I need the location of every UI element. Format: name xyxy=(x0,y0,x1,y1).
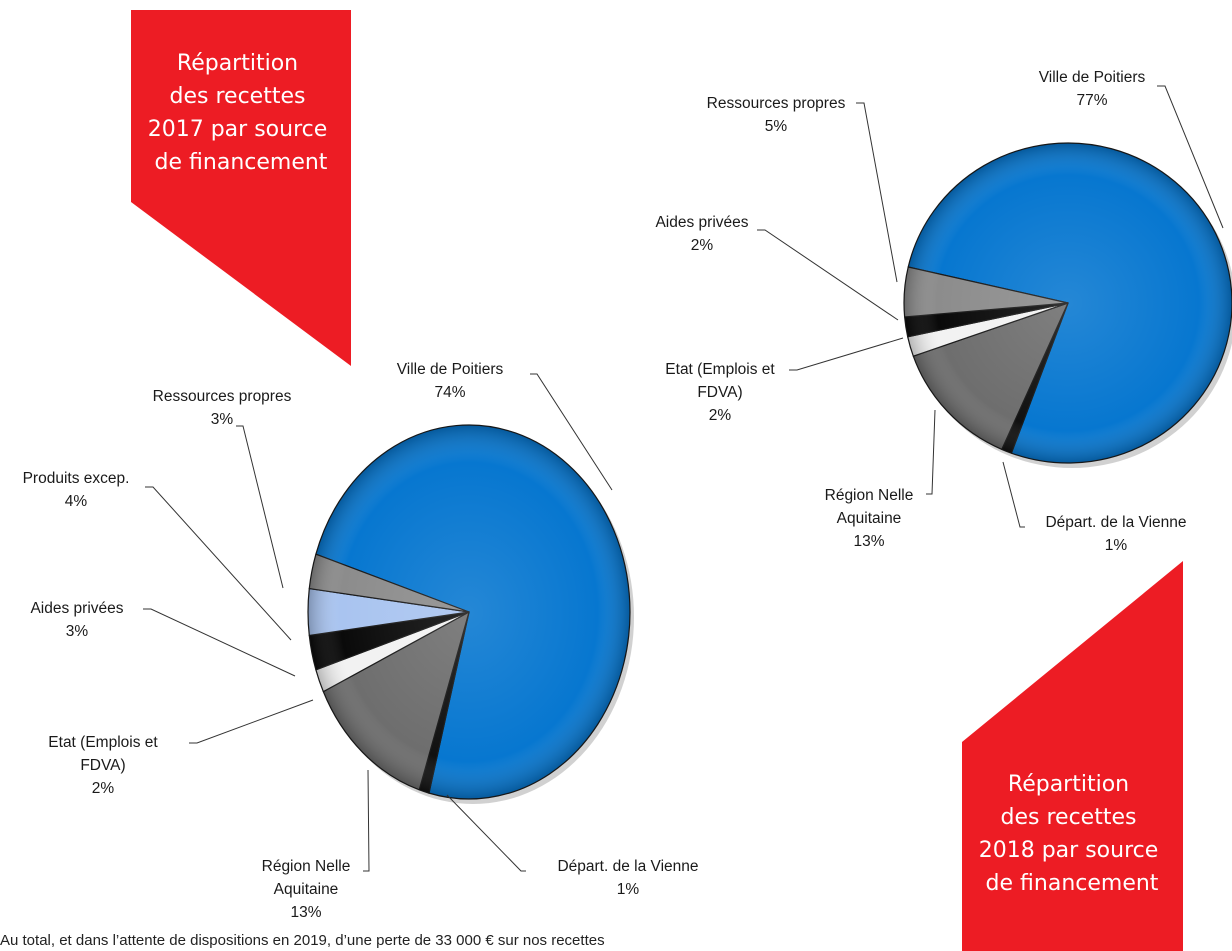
slice-label-aides: Aides privées 2% xyxy=(655,214,748,254)
slice-label-line: Ressources propres xyxy=(153,388,292,405)
slice-label-line: 2% xyxy=(709,407,732,424)
slice-label-line: FDVA) xyxy=(697,384,742,401)
slice-label-line: Aides privées xyxy=(30,600,123,617)
leader-line-depart xyxy=(1002,461,1025,528)
slice-label-region: Région Nelle Aquitaine 13% xyxy=(262,858,351,921)
slice-label-line: Etat (Emplois et xyxy=(665,361,775,378)
leader-line-region xyxy=(926,409,936,495)
leader-line-ville xyxy=(530,373,613,491)
leader-line-region xyxy=(363,769,370,872)
slice-label-line: 13% xyxy=(290,904,321,921)
slice-label-line: 4% xyxy=(65,493,88,510)
leader-line-aides xyxy=(143,608,296,677)
slice-label-line: 5% xyxy=(765,118,788,135)
title-line: des recettes xyxy=(170,84,306,109)
slice-label-line: 1% xyxy=(1105,537,1128,554)
slice-label-line: Région Nelle xyxy=(262,858,351,875)
pie-chart-2018: Ville de Poitiers 77% Départ. de la Vienne… xyxy=(655,69,1232,554)
title-line: de financement xyxy=(986,871,1159,896)
slice-label-etat: Etat (Emplois et FDVA) 2% xyxy=(48,734,158,797)
title-line: 2018 par source xyxy=(979,838,1159,863)
slice-label-ville: Ville de Poitiers 77% xyxy=(1039,69,1146,109)
slice-label-line: FDVA) xyxy=(80,757,125,774)
title-line: Répartition xyxy=(1008,772,1129,797)
slice-label-line: Région Nelle xyxy=(825,487,914,504)
slice-label-line: Produits excep. xyxy=(23,470,130,487)
slice-label-depart: Départ. de la Vienne 1% xyxy=(1045,514,1186,554)
leader-line-ressources xyxy=(236,425,284,589)
slice-label-ville: Ville de Poitiers 74% xyxy=(397,361,504,401)
slice-label-line: 3% xyxy=(211,411,234,428)
slice-label-line: Ville de Poitiers xyxy=(1039,69,1146,86)
slice-label-line: Aquitaine xyxy=(274,881,339,898)
footer-note: Au total, et dans l’attente de dispositi… xyxy=(0,932,605,949)
slice-label-ressources: Ressources propres 5% xyxy=(707,95,846,135)
title-line: 2017 par source xyxy=(148,117,328,142)
slice-label-line: 74% xyxy=(434,384,465,401)
slice-label-line: 77% xyxy=(1076,92,1107,109)
chart-title-2017: Répartition des recettes 2017 par source… xyxy=(148,51,335,175)
title-banner-2018 xyxy=(962,561,1183,951)
slice-label-line: Départ. de la Vienne xyxy=(1045,514,1186,531)
chart-title-2018: Répartition des recettes 2018 par source… xyxy=(979,772,1166,896)
slice-label-line: Aides privées xyxy=(655,214,748,231)
slice-label-etat: Etat (Emplois et FDVA) 2% xyxy=(665,361,775,424)
slice-label-aides: Aides privées 3% xyxy=(30,600,123,640)
title-banner-2017 xyxy=(131,10,351,366)
leader-line-produits xyxy=(145,486,292,641)
slice-label-line: 13% xyxy=(853,533,884,550)
leader-line-etat xyxy=(189,699,314,744)
leader-line-etat xyxy=(789,337,904,371)
leader-line-ressources xyxy=(856,102,898,283)
title-line: des recettes xyxy=(1001,805,1137,830)
slice-label-line: Ressources propres xyxy=(707,95,846,112)
slice-label-line: Départ. de la Vienne xyxy=(557,858,698,875)
title-line: de financement xyxy=(155,150,328,175)
slice-label-produits: Produits excep. 4% xyxy=(23,470,130,510)
slice-label-line: Aquitaine xyxy=(837,510,902,527)
slice-label-line: Ville de Poitiers xyxy=(397,361,504,378)
title-line: Répartition xyxy=(177,51,298,76)
slice-label-line: 2% xyxy=(92,780,115,797)
leader-line-ville xyxy=(1157,85,1224,229)
leader-line-depart xyxy=(446,794,526,872)
slice-label-region: Région Nelle Aquitaine 13% xyxy=(825,487,914,550)
slice-label-line: 2% xyxy=(691,237,714,254)
slice-label-line: Etat (Emplois et xyxy=(48,734,158,751)
slice-label-depart: Départ. de la Vienne 1% xyxy=(557,858,698,898)
slice-label-ressources: Ressources propres 3% xyxy=(153,388,292,428)
pie-chart-2017: Ville de Poitiers 74% Départ. de la Vienne… xyxy=(23,361,699,921)
slice-label-line: 3% xyxy=(66,623,89,640)
slice-label-line: 1% xyxy=(617,881,640,898)
leader-line-aides xyxy=(757,229,899,321)
